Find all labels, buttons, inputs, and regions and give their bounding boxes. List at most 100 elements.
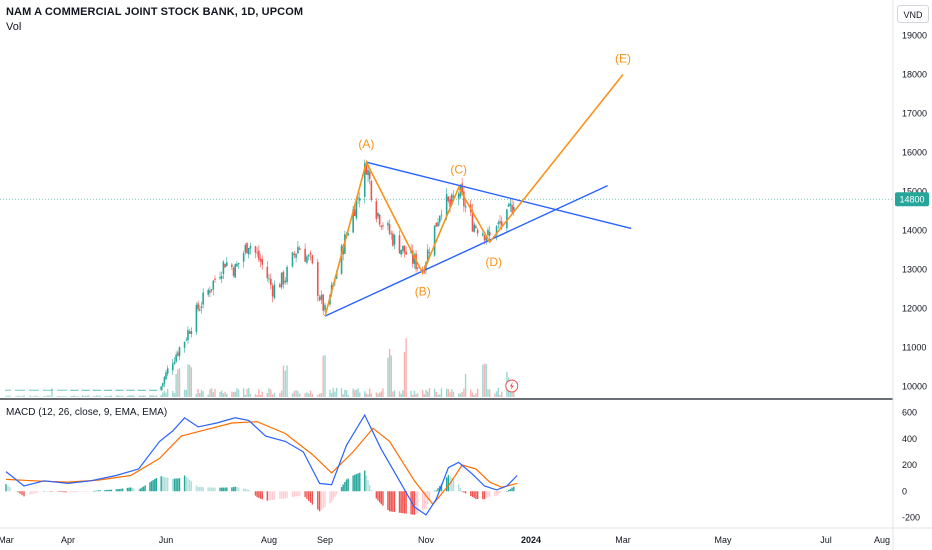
volume-bar bbox=[83, 395, 85, 397]
candle-body bbox=[451, 194, 453, 205]
candle-body bbox=[358, 198, 361, 201]
candle-body bbox=[270, 278, 272, 285]
currency-selector[interactable]: VND bbox=[897, 5, 929, 23]
volume-bar bbox=[365, 393, 368, 397]
volume-bar bbox=[357, 388, 359, 397]
volume-bar bbox=[412, 394, 414, 397]
volume-bar bbox=[473, 395, 475, 397]
volume-bar bbox=[359, 392, 361, 397]
macd-histogram-bar bbox=[380, 491, 382, 505]
volume-bar bbox=[266, 392, 269, 397]
candle-body bbox=[367, 170, 369, 176]
volume-bar bbox=[214, 389, 216, 397]
symbol-title: NAM A COMMERCIAL JOINT STOCK BANK, 1D, U… bbox=[6, 6, 304, 18]
volume-bar bbox=[295, 390, 297, 397]
candle-body bbox=[355, 198, 358, 219]
time-tick-label: 2024 bbox=[521, 535, 541, 545]
volume-bar bbox=[163, 390, 166, 397]
candle-body bbox=[295, 253, 297, 258]
macd-histogram-bar bbox=[451, 477, 453, 492]
macd-histogram-bar bbox=[110, 489, 113, 492]
volume-bar bbox=[96, 395, 98, 397]
volume-bar bbox=[109, 395, 111, 397]
price-tick-label: 17000 bbox=[902, 109, 927, 119]
candle-body bbox=[166, 368, 169, 374]
candle-body bbox=[246, 242, 248, 254]
volume-bar bbox=[150, 395, 153, 397]
candle-body bbox=[282, 271, 285, 285]
volume-bar bbox=[47, 395, 49, 397]
volume-bar bbox=[65, 396, 67, 397]
volume-bar bbox=[244, 394, 247, 397]
volume-bar bbox=[482, 364, 484, 397]
macd-histogram-bar bbox=[73, 491, 76, 493]
candle-body bbox=[368, 172, 371, 180]
volume-bar bbox=[256, 395, 258, 397]
volume-bar bbox=[378, 392, 381, 397]
candle-body bbox=[511, 204, 513, 213]
wave-label: (D) bbox=[485, 255, 502, 269]
macd-histogram-bar bbox=[43, 490, 45, 492]
candle-body bbox=[403, 245, 406, 253]
trendline[interactable] bbox=[324, 184, 608, 317]
signal-line bbox=[5, 421, 518, 506]
macd-histogram-bar bbox=[388, 491, 391, 512]
volume-bar bbox=[342, 394, 344, 397]
macd-histogram-bar bbox=[402, 491, 404, 514]
candle-body bbox=[509, 203, 512, 206]
macd-histogram-bar bbox=[214, 487, 216, 492]
macd-histogram-bar bbox=[266, 491, 269, 501]
macd-histogram-bar bbox=[405, 491, 407, 514]
macd-histogram-bar bbox=[367, 480, 369, 492]
macd-histogram-bar bbox=[330, 491, 333, 502]
volume-bar bbox=[94, 396, 97, 397]
trendline[interactable] bbox=[366, 161, 632, 230]
candle-body bbox=[259, 258, 262, 262]
macd-histogram-bar bbox=[94, 490, 97, 492]
candle-body bbox=[293, 253, 296, 256]
macd-histogram-bar bbox=[511, 487, 513, 492]
macd-histogram-bar bbox=[390, 491, 392, 512]
volume-bar bbox=[421, 390, 424, 397]
volume-bar bbox=[318, 393, 321, 397]
volume-bar bbox=[149, 395, 151, 397]
macd-histogram-bar bbox=[268, 491, 270, 501]
volume-bar bbox=[23, 395, 25, 397]
macd-histogram-bar bbox=[115, 489, 117, 492]
volume-bar bbox=[17, 395, 19, 397]
candle-body bbox=[347, 233, 349, 235]
volume-bar bbox=[270, 389, 272, 397]
macd-histogram-bar bbox=[387, 491, 389, 510]
candle-body bbox=[231, 264, 233, 267]
candle-body bbox=[291, 252, 294, 267]
macd-histogram-bar bbox=[244, 488, 247, 492]
volume-bar bbox=[129, 395, 132, 397]
candle-body bbox=[307, 255, 310, 257]
macd-histogram-bar bbox=[199, 486, 201, 492]
volume-bar bbox=[511, 389, 513, 397]
volume-bar bbox=[413, 390, 416, 397]
macd-histogram-bar bbox=[118, 488, 121, 492]
macd-histogram-bar bbox=[173, 478, 176, 492]
candle-body bbox=[413, 254, 416, 264]
volume-bar bbox=[248, 387, 250, 397]
candle-body bbox=[256, 252, 258, 254]
volume-bar bbox=[271, 394, 274, 397]
candle-body bbox=[352, 209, 354, 233]
macd-histogram-bar bbox=[104, 490, 106, 492]
macd-histogram-bar bbox=[195, 485, 198, 492]
candle-body bbox=[380, 225, 383, 228]
macd-histogram-bar bbox=[280, 491, 283, 499]
volume-bar bbox=[387, 357, 389, 397]
volume-bar bbox=[433, 388, 436, 397]
candle-body bbox=[273, 284, 276, 299]
macd-histogram-bar bbox=[219, 487, 221, 492]
macd-histogram-bar bbox=[369, 485, 371, 492]
elliott-wave-line[interactable] bbox=[324, 74, 624, 317]
macd-indicator-label: MACD (12, 26, close, 9, EMA, EMA) bbox=[6, 407, 168, 418]
volume-bar bbox=[509, 390, 512, 397]
volume-bar bbox=[222, 393, 225, 397]
price-tick-label: 19000 bbox=[902, 31, 927, 41]
volume-bar bbox=[155, 395, 158, 397]
